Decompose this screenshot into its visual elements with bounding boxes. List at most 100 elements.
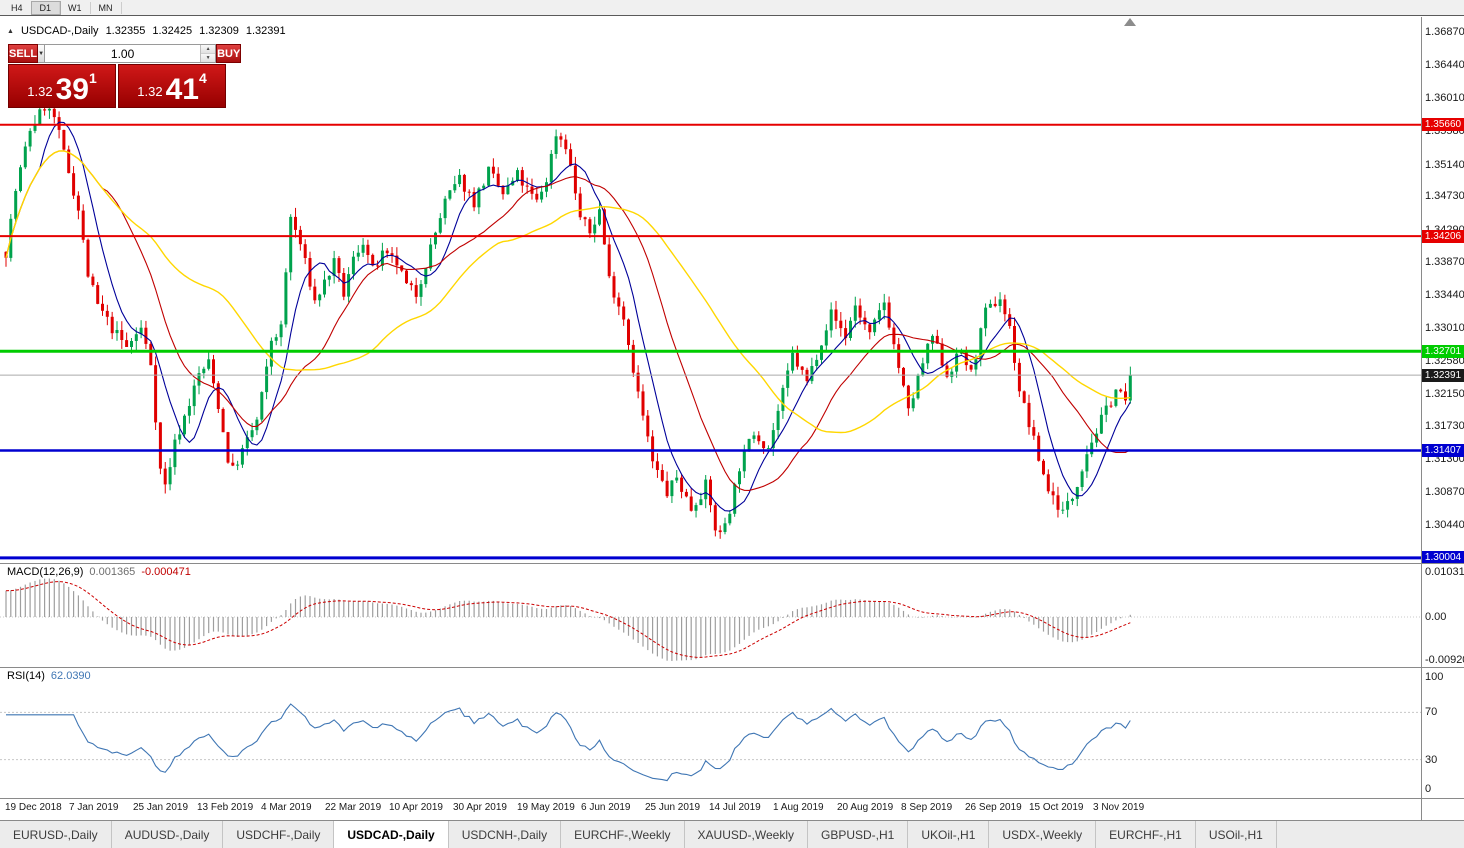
sell-price-big: 39 bbox=[55, 73, 89, 106]
timeframe-button-d1[interactable]: D1 bbox=[30, 0, 62, 15]
macd-indicator-label: MACD(12,26,9) 0.001365 -0.000471 bbox=[7, 566, 191, 578]
chart-canvas[interactable] bbox=[0, 17, 1421, 798]
chart-tab-gbpusd-h1[interactable]: GBPUSD-,H1 bbox=[808, 821, 909, 848]
macd-scale-tick: 0.00 bbox=[1425, 611, 1447, 623]
rsi-scale-tick: 0 bbox=[1425, 783, 1432, 795]
time-axis-separator bbox=[0, 798, 1464, 799]
volume-decrease-button[interactable]: ▼ bbox=[201, 54, 216, 62]
date-axis-label: 1 Aug 2019 bbox=[773, 802, 824, 813]
candles-layer bbox=[4, 103, 1132, 539]
price-axis-tick: 1.36870 bbox=[1425, 26, 1464, 38]
date-axis-label: 6 Jun 2019 bbox=[581, 802, 631, 813]
volume-field: ▲ ▼ bbox=[45, 44, 217, 63]
chart-tab-usoil-h1[interactable]: USOil-,H1 bbox=[1196, 821, 1277, 848]
timeframe-button-h4[interactable]: H4 bbox=[3, 1, 32, 14]
timeframe-button-mn[interactable]: MN bbox=[91, 1, 122, 14]
chart-tab-usdx-weekly[interactable]: USDX-,Weekly bbox=[989, 821, 1097, 848]
chart-low-value: 1.32309 bbox=[199, 25, 239, 37]
macd-signal-line bbox=[5, 581, 1131, 658]
macd-signal-value: -0.000471 bbox=[141, 566, 191, 578]
price-axis-tick: 1.30870 bbox=[1425, 485, 1464, 498]
chart-tab-eurchf-h1[interactable]: EURCHF-,H1 bbox=[1096, 821, 1196, 848]
sell-button[interactable]: SELL bbox=[8, 44, 39, 63]
moving-averages-layer bbox=[5, 121, 1131, 512]
volume-dropdown-button[interactable]: ▼ bbox=[38, 44, 46, 63]
level-price-tag: 1.32701 bbox=[1422, 344, 1464, 358]
macd-panel-splitter[interactable] bbox=[0, 563, 1464, 564]
macd-scale-tick: 0.010311 bbox=[1425, 566, 1464, 578]
chart-close-value: 1.32391 bbox=[245, 25, 286, 37]
rsi-line bbox=[6, 703, 1131, 782]
date-axis-label: 14 Jul 2019 bbox=[709, 802, 761, 813]
buy-price-sup: 4 bbox=[198, 70, 207, 86]
date-axis-label: 25 Jun 2019 bbox=[645, 802, 701, 813]
price-axis-tick: 1.34730 bbox=[1425, 189, 1464, 202]
rsi-panel-splitter[interactable] bbox=[0, 667, 1464, 668]
date-axis-label: 7 Jan 2019 bbox=[69, 802, 119, 813]
macd-name: MACD(12,26,9) bbox=[7, 566, 84, 578]
rsi-indicator-label: RSI(14) 62.0390 bbox=[7, 670, 91, 682]
price-axis-tick: 1.30440 bbox=[1425, 518, 1464, 531]
rsi-scale-tick: 100 bbox=[1425, 671, 1444, 683]
price-axis-divider bbox=[1421, 17, 1422, 820]
date-axis-label: 8 Sep 2019 bbox=[901, 802, 953, 813]
trade-widget-controls: SELL ▼ ▲ ▼ BUY bbox=[8, 44, 242, 63]
date-axis-label: 25 Jan 2019 bbox=[133, 802, 189, 813]
date-axis-label: 3 Nov 2019 bbox=[1093, 802, 1145, 813]
level-price-tag: 1.35660 bbox=[1422, 118, 1464, 132]
macd-scale-tick: -0.009203 bbox=[1425, 654, 1464, 666]
level-price-tag: 1.30004 bbox=[1422, 551, 1464, 565]
rsi-value: 62.0390 bbox=[50, 670, 91, 682]
price-axis-tick: 1.35140 bbox=[1425, 158, 1464, 171]
buy-price-big: 41 bbox=[165, 73, 199, 106]
price-axis-tick: 1.33870 bbox=[1425, 255, 1464, 268]
chart-tab-usdchf-daily[interactable]: USDCHF-,Daily bbox=[223, 821, 335, 848]
macd-main-value: 0.001365 bbox=[89, 566, 136, 578]
chart-tab-eurusd-daily[interactable]: EURUSD-,Daily bbox=[0, 821, 112, 848]
time-axis: 19 Dec 2018 7 Jan 2019 25 Jan 2019 13 Feb 2… bbox=[0, 798, 1421, 820]
date-axis-label: 15 Oct 2019 bbox=[1029, 802, 1084, 813]
buy-button[interactable]: BUY bbox=[216, 44, 242, 63]
price-axis-tick: 1.33440 bbox=[1425, 288, 1464, 301]
chart-tab-ukoil-h1[interactable]: UKOil-,H1 bbox=[908, 821, 990, 848]
buy-price-prefix: 1.32 bbox=[137, 84, 163, 99]
sell-price-prefix: 1.32 bbox=[27, 84, 53, 99]
sell-price-display[interactable]: 1.32 39 1 bbox=[8, 64, 116, 108]
volume-spinner: ▲ ▼ bbox=[200, 45, 216, 62]
rsi-scale-tick: 70 bbox=[1425, 706, 1438, 719]
rsi-name: RSI(14) bbox=[7, 670, 45, 682]
level-price-tag: 1.34206 bbox=[1422, 229, 1464, 243]
timeframe-button-w1[interactable]: W1 bbox=[60, 1, 91, 14]
price-axis-tick: 1.33010 bbox=[1425, 321, 1464, 334]
date-axis-label: 19 May 2019 bbox=[517, 802, 575, 813]
collapse-trade-panel-icon[interactable]: ▲ bbox=[7, 27, 14, 35]
chart-high-value: 1.32425 bbox=[152, 25, 193, 37]
chevron-down-icon: ▼ bbox=[38, 50, 45, 57]
chart-symbol-label: USDCAD-,Daily bbox=[20, 25, 99, 37]
chart-open-value: 1.32355 bbox=[105, 25, 146, 37]
chart-tab-eurchf-weekly[interactable]: EURCHF-,Weekly bbox=[561, 821, 685, 848]
price-axis-tick: 1.36010 bbox=[1425, 91, 1464, 104]
chart-tab-audusd-daily[interactable]: AUDUSD-,Daily bbox=[112, 821, 224, 848]
chart-shift-marker[interactable] bbox=[1124, 18, 1136, 26]
chart-tab-xauusd-weekly[interactable]: XAUUSD-,Weekly bbox=[685, 821, 808, 848]
chart-title: ▲ USDCAD-,Daily 1.32355 1.32425 1.32309 … bbox=[7, 25, 286, 37]
current-price-tag: 1.32391 bbox=[1422, 368, 1464, 382]
price-axis-tick: 1.32150 bbox=[1425, 387, 1464, 400]
horizontal-levels-layer[interactable] bbox=[0, 123, 1421, 560]
buy-price-display[interactable]: 1.32 41 4 bbox=[118, 64, 226, 108]
timeframe-toolbar: H4 D1 W1 MN bbox=[0, 0, 1464, 16]
price-axis-tick: 1.31730 bbox=[1425, 419, 1464, 432]
chart-tab-usdcnh-daily[interactable]: USDCNH-,Daily bbox=[449, 821, 562, 848]
date-axis-label: 30 Apr 2019 bbox=[453, 802, 507, 813]
chart-tab-usdcad-daily[interactable]: USDCAD-,Daily bbox=[334, 821, 449, 848]
price-axis: 1.368701.364401.360101.355801.351401.347… bbox=[1422, 17, 1464, 820]
macd-histogram-layer bbox=[5, 578, 1131, 661]
volume-input[interactable] bbox=[45, 45, 201, 62]
chart-tabs-bar: EURUSD-,Daily AUDUSD-,Daily USDCHF-,Daily U… bbox=[0, 820, 1464, 848]
date-axis-label: 4 Mar 2019 bbox=[261, 802, 312, 813]
date-axis-label: 10 Apr 2019 bbox=[389, 802, 443, 813]
volume-increase-button[interactable]: ▲ bbox=[201, 45, 216, 54]
date-axis-label: 19 Dec 2018 bbox=[5, 802, 62, 813]
one-click-trading-widget: SELL ▼ ▲ ▼ BUY 1.32 39 1 1.32 41 4 bbox=[8, 44, 242, 108]
